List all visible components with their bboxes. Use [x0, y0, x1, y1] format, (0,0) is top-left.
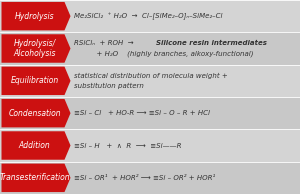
- Text: substitution pattern: substitution pattern: [74, 83, 143, 89]
- Polygon shape: [2, 131, 70, 160]
- Text: Condensation: Condensation: [8, 109, 61, 118]
- Polygon shape: [2, 34, 70, 63]
- Text: Hydrolysis/
Alcoholysis: Hydrolysis/ Alcoholysis: [13, 39, 56, 58]
- Polygon shape: [2, 164, 70, 192]
- Text: ≡Si – H   +  ∧  R  ⟶  ≡Si——R: ≡Si – H + ∧ R ⟶ ≡Si——R: [74, 143, 181, 148]
- Bar: [0, 97, 300, 129]
- Text: Hydrolysis: Hydrolysis: [15, 12, 54, 21]
- Bar: [0, 129, 300, 162]
- Bar: [0, 0, 300, 32]
- Polygon shape: [2, 2, 70, 30]
- Bar: [0, 65, 300, 97]
- Text: Equilibration: Equilibration: [11, 76, 58, 85]
- Text: ≡Si – OR¹  + HOR² ⟶ ≡Si – OR² + HOR¹: ≡Si – OR¹ + HOR² ⟶ ≡Si – OR² + HOR¹: [74, 175, 215, 181]
- Bar: [0, 32, 300, 65]
- Text: ≡Si – Cl   + HO-R ⟶ ≡Si – O – R + HCl: ≡Si – Cl + HO-R ⟶ ≡Si – O – R + HCl: [74, 110, 209, 116]
- Text: Me₂SiCl₂  ⁺ H₂O  →  Cl–[SiMe₂–O]ₙ–SiMe₂–Cl: Me₂SiCl₂ ⁺ H₂O → Cl–[SiMe₂–O]ₙ–SiMe₂–Cl: [74, 12, 222, 20]
- Text: + H₂O    (highly branches, alkoxy-functional): + H₂O (highly branches, alkoxy-functiona…: [74, 50, 253, 57]
- Text: RSiClₙ  + ROH  →: RSiClₙ + ROH →: [74, 40, 138, 46]
- Bar: [0, 162, 300, 194]
- Text: statistical distribution of molecula weight +: statistical distribution of molecula wei…: [74, 73, 227, 79]
- Text: Addition: Addition: [19, 141, 50, 150]
- Text: Silicone resin intermediates: Silicone resin intermediates: [156, 40, 267, 46]
- Text: Transesterification: Transesterification: [0, 173, 70, 182]
- Polygon shape: [2, 67, 70, 95]
- Polygon shape: [2, 99, 70, 127]
